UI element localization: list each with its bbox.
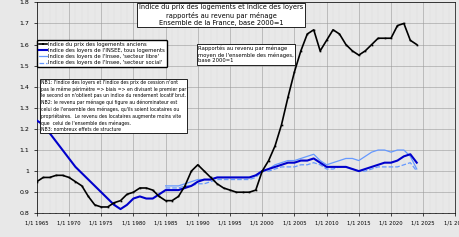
- Text: Indice du prix des logements et indice des loyers
rapportés au revenu par ménage: Indice du prix des logements et indice d…: [139, 5, 302, 26]
- Text: NB1: l'indice des loyers et l'indice des prix de cession n'ont
pas le même périm: NB1: l'indice des loyers et l'indice des…: [41, 80, 186, 132]
- Text: Rapportés au revenu par ménage
moyen de l'ensemble des ménages,
base 2000=1: Rapportés au revenu par ménage moyen de …: [197, 46, 293, 63]
- Legend: Indice du prix des logements anciens, Indice des loyers de l'INSEE, tous logemen: Indice du prix des logements anciens, In…: [37, 40, 167, 67]
